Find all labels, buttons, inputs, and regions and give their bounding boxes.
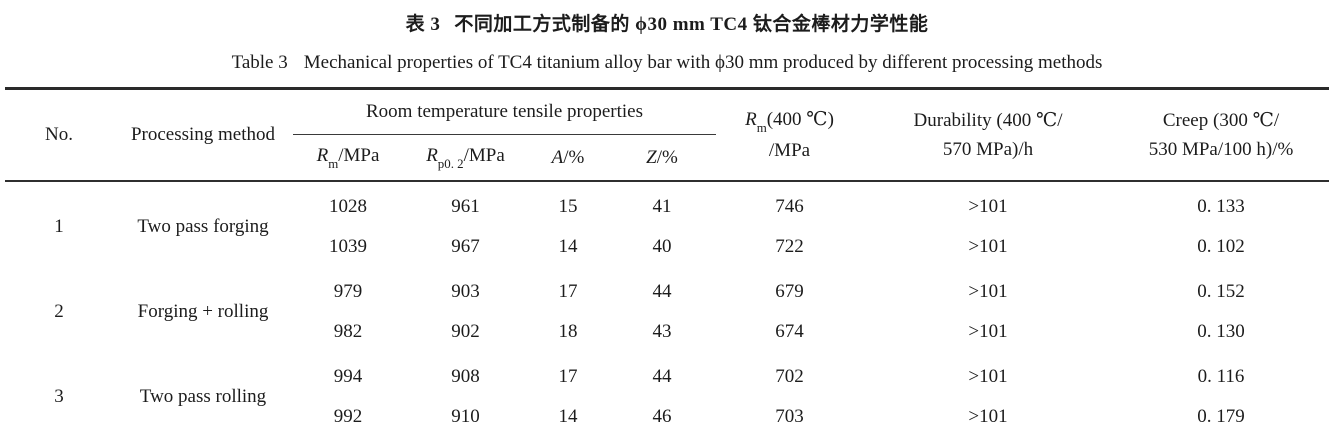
cell-durability: >101 bbox=[968, 321, 1008, 342]
table-caption-chinese: 表 3 不同加工方式制备的 ϕ30 mm TC4 钛合金棒材力学性能 bbox=[0, 0, 1334, 36]
column-header-z: Z/% bbox=[608, 135, 716, 182]
cell-a: 15 bbox=[558, 196, 578, 217]
table-row: 3 Two pass rolling 994 908 17 44 702 >10… bbox=[5, 352, 1329, 407]
cell-creep: 0. 133 bbox=[1197, 196, 1245, 217]
cell-z: 46 bbox=[652, 406, 672, 427]
table-row: 992 910 14 46 703 >101 0. 179 bbox=[5, 397, 1329, 432]
column-header-a: A/% bbox=[528, 135, 608, 182]
subscript-m: m bbox=[328, 155, 339, 171]
cell-a: 14 bbox=[558, 236, 578, 257]
cell-a: 17 bbox=[558, 366, 578, 387]
cell-rm400: 674 bbox=[775, 321, 804, 342]
cell-rm: 1028 bbox=[329, 196, 367, 217]
cell-rm: 992 bbox=[333, 406, 363, 427]
cell-no: 1 bbox=[54, 216, 64, 237]
cell-rp02: 902 bbox=[451, 321, 480, 342]
table-caption-english: Table 3 Mechanical properties of TC4 tita… bbox=[0, 52, 1334, 74]
cell-a: 14 bbox=[558, 406, 578, 427]
a-unit: /% bbox=[563, 146, 585, 168]
subscript-p02: p0. 2 bbox=[437, 155, 464, 171]
cell-rp02: 961 bbox=[451, 196, 480, 217]
cell-z: 43 bbox=[652, 321, 672, 342]
rm-unit: /MPa bbox=[338, 145, 380, 167]
cell-rm400: 746 bbox=[775, 196, 804, 217]
cell-a: 18 bbox=[558, 321, 578, 342]
cell-creep: 0. 102 bbox=[1197, 236, 1245, 257]
cell-rm400: 679 bbox=[775, 281, 804, 302]
rm400-condition: (400 ℃) bbox=[766, 108, 834, 130]
cell-rm400: 722 bbox=[775, 236, 804, 257]
cell-rm: 994 bbox=[333, 366, 363, 387]
column-header-rp02: Rp0. 2/MPa bbox=[403, 135, 528, 182]
cell-durability: >101 bbox=[968, 366, 1008, 387]
cell-z: 41 bbox=[652, 196, 672, 217]
symbol-r: R bbox=[316, 145, 329, 167]
cell-z: 44 bbox=[652, 366, 672, 387]
cell-creep: 0. 116 bbox=[1197, 366, 1245, 387]
cell-durability: >101 bbox=[968, 196, 1008, 217]
cell-no: 2 bbox=[54, 301, 64, 322]
table-row: 2 Forging + rolling 979 903 17 44 679 >1… bbox=[5, 267, 1329, 322]
table-number-cn: 表 3 bbox=[405, 14, 441, 35]
column-header-no: No. bbox=[45, 124, 73, 145]
cell-processing-method: Two pass forging bbox=[137, 216, 269, 237]
symbol-r: R bbox=[745, 108, 757, 130]
table-row: 1 Two pass forging 1028 961 15 41 746 >1… bbox=[5, 181, 1329, 237]
rm400-unit: /MPa bbox=[768, 139, 811, 161]
cell-rp02: 910 bbox=[451, 406, 480, 427]
rp02-unit: /MPa bbox=[463, 145, 505, 167]
cell-no: 3 bbox=[54, 386, 64, 407]
symbol-a: A bbox=[551, 146, 564, 168]
cell-rm: 979 bbox=[333, 281, 363, 302]
subscript-m: m bbox=[756, 119, 767, 135]
symbol-z: Z bbox=[646, 146, 657, 168]
table-title-en: Mechanical properties of TC4 titanium al… bbox=[303, 52, 1103, 73]
table-header: No. Processing method Room temperature t… bbox=[5, 88, 1329, 182]
column-header-durability: Durability (400 ℃/ 570 MPa)/h bbox=[863, 89, 1113, 182]
cell-rp02: 908 bbox=[451, 366, 480, 387]
table-row: 982 902 18 43 674 >101 0. 130 bbox=[5, 312, 1329, 352]
table-number-en: Table 3 bbox=[231, 52, 288, 73]
z-unit: /% bbox=[656, 146, 678, 168]
column-group-room-temp-tensile: Room temperature tensile properties bbox=[293, 88, 716, 135]
cell-rp02: 903 bbox=[451, 281, 480, 302]
cell-z: 44 bbox=[652, 281, 672, 302]
cell-processing-method: Two pass rolling bbox=[139, 386, 267, 407]
creep-line1: Creep (300 ℃/ bbox=[1162, 109, 1280, 131]
creep-line2: 530 MPa/100 h)/% bbox=[1148, 139, 1294, 160]
cell-rp02: 967 bbox=[451, 236, 480, 257]
column-header-processing-method: Processing method bbox=[130, 124, 276, 145]
cell-durability: >101 bbox=[968, 281, 1008, 302]
mechanical-properties-table: No. Processing method Room temperature t… bbox=[5, 87, 1329, 432]
table-title-cn: 不同加工方式制备的 ϕ30 mm TC4 钛合金棒材力学性能 bbox=[454, 14, 929, 35]
column-header-creep: Creep (300 ℃/ 530 MPa/100 h)/% bbox=[1113, 89, 1329, 182]
cell-creep: 0. 130 bbox=[1197, 321, 1245, 342]
cell-rm: 1039 bbox=[329, 236, 367, 257]
column-header-rm: Rm/MPa bbox=[293, 135, 403, 182]
cell-processing-method: Forging + rolling bbox=[137, 301, 269, 322]
durability-line1: Durability (400 ℃/ bbox=[913, 109, 1063, 131]
cell-rm: 982 bbox=[333, 321, 363, 342]
table-row: 1039 967 14 40 722 >101 0. 102 bbox=[5, 227, 1329, 267]
durability-line2: 570 MPa)/h bbox=[942, 139, 1034, 160]
table-body: 1 Two pass forging 1028 961 15 41 746 >1… bbox=[5, 181, 1329, 432]
cell-creep: 0. 152 bbox=[1197, 281, 1245, 302]
cell-creep: 0. 179 bbox=[1197, 406, 1245, 427]
cell-z: 40 bbox=[652, 236, 672, 257]
cell-durability: >101 bbox=[968, 406, 1008, 427]
cell-rm400: 703 bbox=[775, 406, 804, 427]
cell-a: 17 bbox=[558, 281, 578, 302]
cell-durability: >101 bbox=[968, 236, 1008, 257]
column-header-rm-400c: Rm(400 ℃) /MPa bbox=[716, 89, 863, 182]
symbol-r: R bbox=[426, 145, 438, 167]
cell-rm400: 702 bbox=[775, 366, 804, 387]
